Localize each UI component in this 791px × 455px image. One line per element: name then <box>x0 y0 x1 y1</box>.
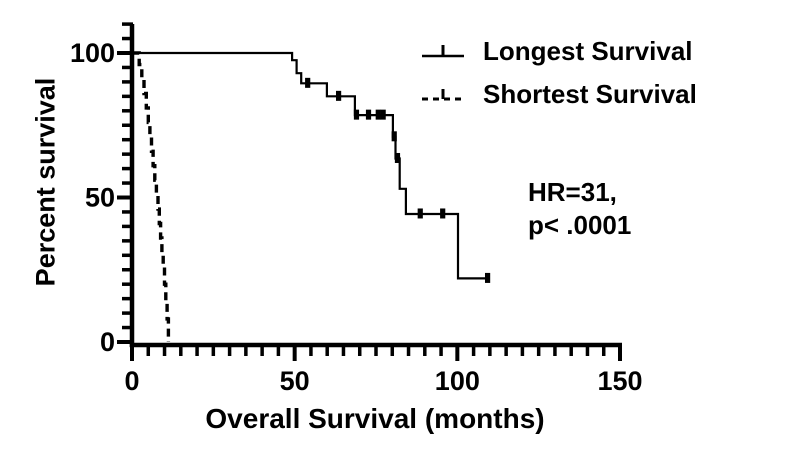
y-tick-label-100: 100 <box>70 38 115 68</box>
x-tick-label-150: 150 <box>597 366 642 396</box>
hr-annotation: HR=31, p< .0001 <box>528 176 631 242</box>
solid-line-censor-icon <box>422 44 464 57</box>
legend: Longest Survival Shortest Survival <box>421 30 697 116</box>
censor-marks-longest-survival <box>305 77 491 283</box>
hr-value: HR=31, <box>528 177 617 207</box>
y-tick-labels: 0 50 100 <box>70 38 115 357</box>
y-axis-title: Percent survival <box>30 77 61 287</box>
x-tick-label-0: 0 <box>124 366 139 396</box>
x-tick-labels: 0 50 100 150 <box>124 366 642 396</box>
legend-label-longest-survival: Longest Survival <box>483 36 693 66</box>
legend-item-longest-survival: Longest Survival <box>421 30 697 73</box>
series-longest-survival <box>132 51 490 280</box>
x-axis-title: Overall Survival (months) <box>205 403 545 434</box>
series-shortest-survival <box>132 51 171 342</box>
y-tick-label-0: 0 <box>100 327 115 357</box>
dashed-line-censor-icon <box>422 88 464 100</box>
y-tick-label-50: 50 <box>85 183 115 213</box>
p-value: p< .0001 <box>528 210 632 240</box>
x-tick-label-100: 100 <box>435 366 480 396</box>
x-tick-label-50: 50 <box>280 366 310 396</box>
legend-item-shortest-survival: Shortest Survival <box>421 73 697 116</box>
x-axis-ticks <box>130 344 622 361</box>
y-axis-ticks <box>117 22 133 344</box>
legend-label-shortest-survival: Shortest Survival <box>483 79 697 109</box>
